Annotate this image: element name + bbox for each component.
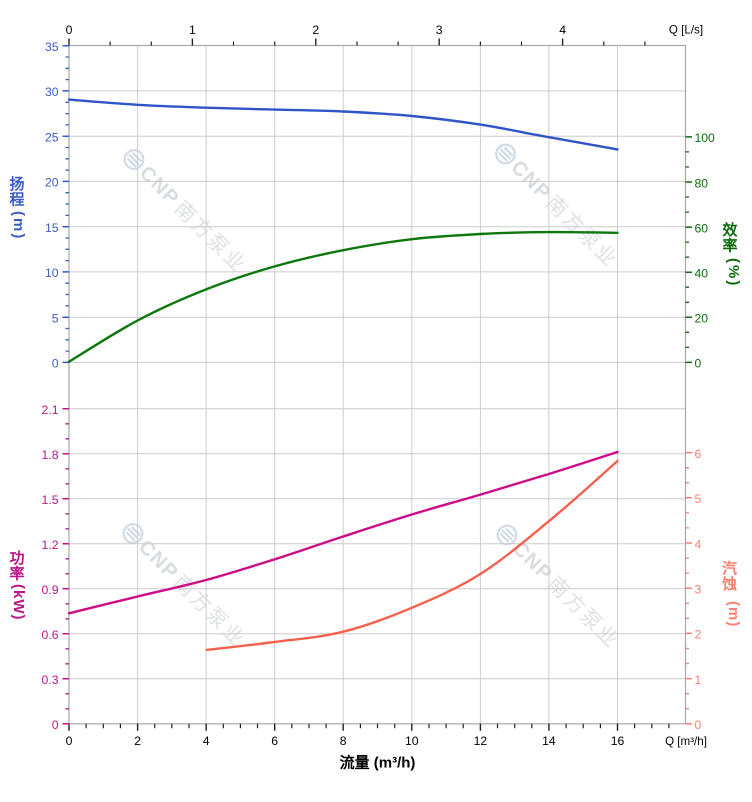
svg-text:4: 4 bbox=[559, 23, 566, 37]
svg-text:8: 8 bbox=[340, 734, 347, 748]
svg-text:流量 (m³/h): 流量 (m³/h) bbox=[340, 754, 416, 772]
svg-text:0.9: 0.9 bbox=[42, 583, 59, 597]
svg-text:10: 10 bbox=[45, 266, 59, 280]
svg-text:(kW): (kW) bbox=[10, 584, 27, 621]
svg-text:30: 30 bbox=[45, 85, 59, 99]
svg-text:1: 1 bbox=[189, 23, 196, 37]
svg-text:2: 2 bbox=[312, 23, 319, 37]
svg-text:6: 6 bbox=[271, 734, 278, 748]
svg-text:Q [L/s]: Q [L/s] bbox=[669, 24, 703, 37]
svg-text:5: 5 bbox=[695, 492, 702, 506]
svg-text:3: 3 bbox=[436, 23, 443, 37]
svg-text:6: 6 bbox=[695, 447, 702, 461]
svg-text:(m): (m) bbox=[725, 601, 742, 627]
svg-text:14: 14 bbox=[542, 734, 556, 748]
svg-text:40: 40 bbox=[695, 267, 709, 281]
svg-text:率: 率 bbox=[722, 237, 737, 255]
svg-text:0.6: 0.6 bbox=[42, 628, 59, 642]
svg-text:20: 20 bbox=[45, 176, 59, 190]
svg-text:2: 2 bbox=[695, 628, 702, 642]
svg-text:25: 25 bbox=[45, 131, 59, 145]
svg-text:12: 12 bbox=[474, 734, 488, 748]
svg-text:100: 100 bbox=[695, 131, 716, 145]
svg-text:16: 16 bbox=[611, 734, 625, 748]
svg-text:20: 20 bbox=[695, 312, 709, 326]
svg-text:0.3: 0.3 bbox=[42, 673, 59, 687]
svg-text:3: 3 bbox=[695, 583, 702, 597]
svg-text:2: 2 bbox=[134, 734, 141, 748]
svg-text:1.5: 1.5 bbox=[42, 493, 59, 507]
svg-text:效: 效 bbox=[722, 221, 738, 239]
svg-text:0: 0 bbox=[52, 357, 59, 371]
svg-text:60: 60 bbox=[695, 221, 709, 235]
svg-text:10: 10 bbox=[405, 734, 419, 748]
svg-text:1: 1 bbox=[695, 673, 702, 687]
svg-text:2.1: 2.1 bbox=[42, 403, 59, 417]
svg-text:(m): (m) bbox=[10, 211, 27, 240]
svg-text:4: 4 bbox=[203, 734, 210, 748]
svg-text:4: 4 bbox=[695, 537, 702, 551]
svg-text:15: 15 bbox=[45, 221, 59, 235]
svg-text:汽: 汽 bbox=[722, 560, 737, 578]
svg-text:0: 0 bbox=[66, 23, 73, 37]
svg-text:Q [m³/h]: Q [m³/h] bbox=[665, 735, 707, 748]
svg-text:功: 功 bbox=[9, 550, 24, 567]
svg-text:程: 程 bbox=[9, 192, 24, 209]
svg-text:0: 0 bbox=[695, 357, 702, 371]
svg-text:(%): (%) bbox=[725, 258, 742, 287]
svg-text:扬: 扬 bbox=[9, 175, 24, 193]
svg-text:0: 0 bbox=[695, 718, 702, 732]
svg-text:蚀: 蚀 bbox=[721, 575, 737, 593]
svg-text:0: 0 bbox=[66, 734, 73, 748]
svg-text:0: 0 bbox=[52, 718, 59, 732]
svg-text:率: 率 bbox=[9, 565, 24, 583]
svg-text:1.2: 1.2 bbox=[42, 538, 59, 552]
svg-text:35: 35 bbox=[45, 40, 59, 54]
svg-text:1.8: 1.8 bbox=[42, 448, 59, 462]
svg-text:80: 80 bbox=[695, 176, 709, 190]
svg-text:5: 5 bbox=[52, 312, 59, 326]
